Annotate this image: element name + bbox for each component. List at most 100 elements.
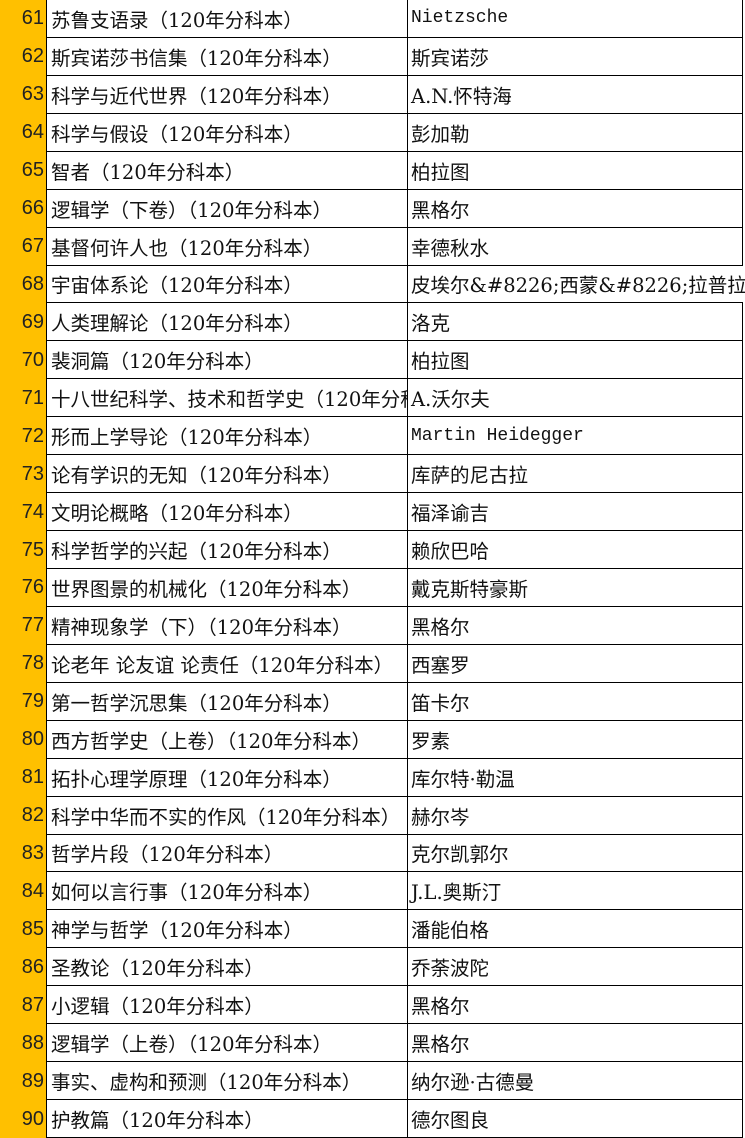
table-row: 80 西方哲学史（上卷）（120年分科本） 罗素 bbox=[0, 720, 745, 759]
title-cell[interactable]: 形而上学导论（120年分科本） bbox=[47, 417, 408, 456]
title-cell[interactable]: 拓扑心理学原理（120年分科本） bbox=[47, 758, 408, 797]
row-number[interactable]: 76 bbox=[0, 569, 47, 607]
title-cell[interactable]: 圣教论（120年分科本） bbox=[47, 948, 408, 987]
row-number[interactable]: 87 bbox=[0, 986, 47, 1025]
row-number[interactable]: 90 bbox=[0, 1100, 47, 1138]
row-number[interactable]: 68 bbox=[0, 265, 47, 304]
title-cell[interactable]: 苏鲁支语录（120年分科本） bbox=[47, 0, 408, 38]
row-number[interactable]: 74 bbox=[0, 493, 47, 532]
author-cell[interactable]: 克尔凯郭尔 bbox=[408, 834, 743, 873]
title-cell[interactable]: 十八世纪科学、技术和哲学史（120年分科本） bbox=[47, 379, 408, 418]
title-cell[interactable]: 科学哲学的兴起（120年分科本） bbox=[47, 531, 408, 569]
author-cell[interactable]: Nietzsche bbox=[408, 0, 743, 38]
author-cell[interactable]: 乔荼波陀 bbox=[408, 948, 743, 987]
author-cell[interactable]: J.L.奥斯汀 bbox=[408, 872, 743, 911]
title-cell[interactable]: 小逻辑（120年分科本） bbox=[47, 986, 408, 1025]
cell-edge bbox=[743, 569, 745, 607]
author-cell[interactable]: Martin Heidegger bbox=[408, 417, 743, 456]
author-cell[interactable]: 笛卡尔 bbox=[408, 682, 743, 721]
title-cell[interactable]: 如何以言行事（120年分科本） bbox=[47, 872, 408, 911]
title-cell[interactable]: 世界图景的机械化（120年分科本） bbox=[47, 569, 408, 607]
row-number[interactable]: 64 bbox=[0, 113, 47, 152]
title-cell[interactable]: 逻辑学（下卷）（120年分科本） bbox=[47, 189, 408, 228]
table-row: 68 宇宙体系论（120年分科本） 皮埃尔&#8226;西蒙&#8226;拉普拉斯 bbox=[0, 265, 745, 304]
author-cell[interactable]: A.沃尔夫 bbox=[408, 379, 743, 418]
table-row: 70 裴洞篇（120年分科本） 柏拉图 bbox=[0, 341, 745, 380]
author-cell[interactable]: 库尔特·勒温 bbox=[408, 758, 743, 797]
title-cell[interactable]: 智者（120年分科本） bbox=[47, 151, 408, 190]
author-cell[interactable]: 潘能伯格 bbox=[408, 910, 743, 949]
row-number[interactable]: 77 bbox=[0, 606, 47, 645]
row-number[interactable]: 82 bbox=[0, 796, 47, 835]
title-cell[interactable]: 护教篇（120年分科本） bbox=[47, 1100, 408, 1138]
author-cell[interactable]: A.N.怀特海 bbox=[408, 75, 743, 114]
row-number[interactable]: 79 bbox=[0, 682, 47, 721]
row-number[interactable]: 89 bbox=[0, 1062, 47, 1101]
author-cell[interactable]: 库萨的尼古拉 bbox=[408, 455, 743, 494]
author-cell[interactable]: 戴克斯特豪斯 bbox=[408, 569, 743, 607]
title-cell[interactable]: 哲学片段（120年分科本） bbox=[47, 834, 408, 873]
author-cell[interactable]: 柏拉图 bbox=[408, 151, 743, 190]
row-number[interactable]: 84 bbox=[0, 872, 47, 911]
row-number[interactable]: 73 bbox=[0, 455, 47, 494]
author-cell[interactable]: 黑格尔 bbox=[408, 1024, 743, 1063]
title-cell[interactable]: 科学中华而不实的作风（120年分科本） bbox=[47, 796, 408, 835]
row-number[interactable]: 80 bbox=[0, 720, 47, 759]
row-number[interactable]: 61 bbox=[0, 0, 47, 38]
author-cell[interactable]: 福泽谕吉 bbox=[408, 493, 743, 532]
row-number[interactable]: 85 bbox=[0, 910, 47, 949]
row-number[interactable]: 81 bbox=[0, 758, 47, 797]
row-number[interactable]: 75 bbox=[0, 531, 47, 569]
title-cell[interactable]: 裴洞篇（120年分科本） bbox=[47, 341, 408, 380]
cell-edge bbox=[743, 37, 745, 76]
author-cell[interactable]: 皮埃尔&#8226;西蒙&#8226;拉普拉斯 bbox=[408, 265, 745, 304]
row-number[interactable]: 69 bbox=[0, 303, 47, 342]
author-cell[interactable]: 赖欣巴哈 bbox=[408, 531, 743, 569]
title-cell[interactable]: 人类理解论（120年分科本） bbox=[47, 303, 408, 342]
table-row: 89 事实、虚构和预测（120年分科本） 纳尔逊·古德曼 bbox=[0, 1062, 745, 1101]
author-cell[interactable]: 彭加勒 bbox=[408, 113, 743, 152]
author-cell[interactable]: 德尔图良 bbox=[408, 1100, 743, 1138]
row-number[interactable]: 86 bbox=[0, 948, 47, 987]
author-cell[interactable]: 柏拉图 bbox=[408, 341, 743, 380]
table-row: 74 文明论概略（120年分科本） 福泽谕吉 bbox=[0, 493, 745, 532]
author-cell[interactable]: 黑格尔 bbox=[408, 986, 743, 1025]
author-cell[interactable]: 斯宾诺莎 bbox=[408, 37, 743, 76]
cell-edge bbox=[743, 151, 745, 190]
title-cell[interactable]: 西方哲学史（上卷）（120年分科本） bbox=[47, 720, 408, 759]
author-cell[interactable]: 黑格尔 bbox=[408, 189, 743, 228]
author-cell[interactable]: 赫尔岑 bbox=[408, 796, 743, 835]
row-number[interactable]: 63 bbox=[0, 75, 47, 114]
title-cell[interactable]: 论老年 论友谊 论责任（120年分科本） bbox=[47, 644, 408, 683]
title-cell[interactable]: 神学与哲学（120年分科本） bbox=[47, 910, 408, 949]
title-cell[interactable]: 文明论概略（120年分科本） bbox=[47, 493, 408, 532]
cell-edge bbox=[743, 796, 745, 835]
author-cell[interactable]: 洛克 bbox=[408, 303, 743, 342]
row-number[interactable]: 70 bbox=[0, 341, 47, 380]
title-cell[interactable]: 基督何许人也（120年分科本） bbox=[47, 227, 408, 266]
row-number[interactable]: 78 bbox=[0, 644, 47, 683]
title-cell[interactable]: 宇宙体系论（120年分科本） bbox=[47, 265, 408, 304]
row-number[interactable]: 62 bbox=[0, 37, 47, 76]
row-number[interactable]: 88 bbox=[0, 1024, 47, 1063]
title-cell[interactable]: 科学与假设（120年分科本） bbox=[47, 113, 408, 152]
row-number[interactable]: 72 bbox=[0, 417, 47, 456]
row-number[interactable]: 71 bbox=[0, 379, 47, 418]
row-number[interactable]: 65 bbox=[0, 151, 47, 190]
author-cell[interactable]: 幸德秋水 bbox=[408, 227, 743, 266]
title-cell[interactable]: 精神现象学（下）（120年分科本） bbox=[47, 606, 408, 645]
title-cell[interactable]: 论有学识的无知（120年分科本） bbox=[47, 455, 408, 494]
row-number[interactable]: 83 bbox=[0, 834, 47, 873]
title-cell[interactable]: 第一哲学沉思集（120年分科本） bbox=[47, 682, 408, 721]
author-cell[interactable]: 西塞罗 bbox=[408, 644, 743, 683]
row-number[interactable]: 67 bbox=[0, 227, 47, 266]
author-cell[interactable]: 黑格尔 bbox=[408, 606, 743, 645]
title-cell[interactable]: 斯宾诺莎书信集（120年分科本） bbox=[47, 37, 408, 76]
title-cell[interactable]: 逻辑学（上卷）（120年分科本） bbox=[47, 1024, 408, 1063]
author-cell[interactable]: 罗素 bbox=[408, 720, 743, 759]
title-cell[interactable]: 科学与近代世界（120年分科本） bbox=[47, 75, 408, 114]
table-row: 73 论有学识的无知（120年分科本） 库萨的尼古拉 bbox=[0, 455, 745, 494]
row-number[interactable]: 66 bbox=[0, 189, 47, 228]
title-cell[interactable]: 事实、虚构和预测（120年分科本） bbox=[47, 1062, 408, 1101]
author-cell[interactable]: 纳尔逊·古德曼 bbox=[408, 1062, 743, 1101]
